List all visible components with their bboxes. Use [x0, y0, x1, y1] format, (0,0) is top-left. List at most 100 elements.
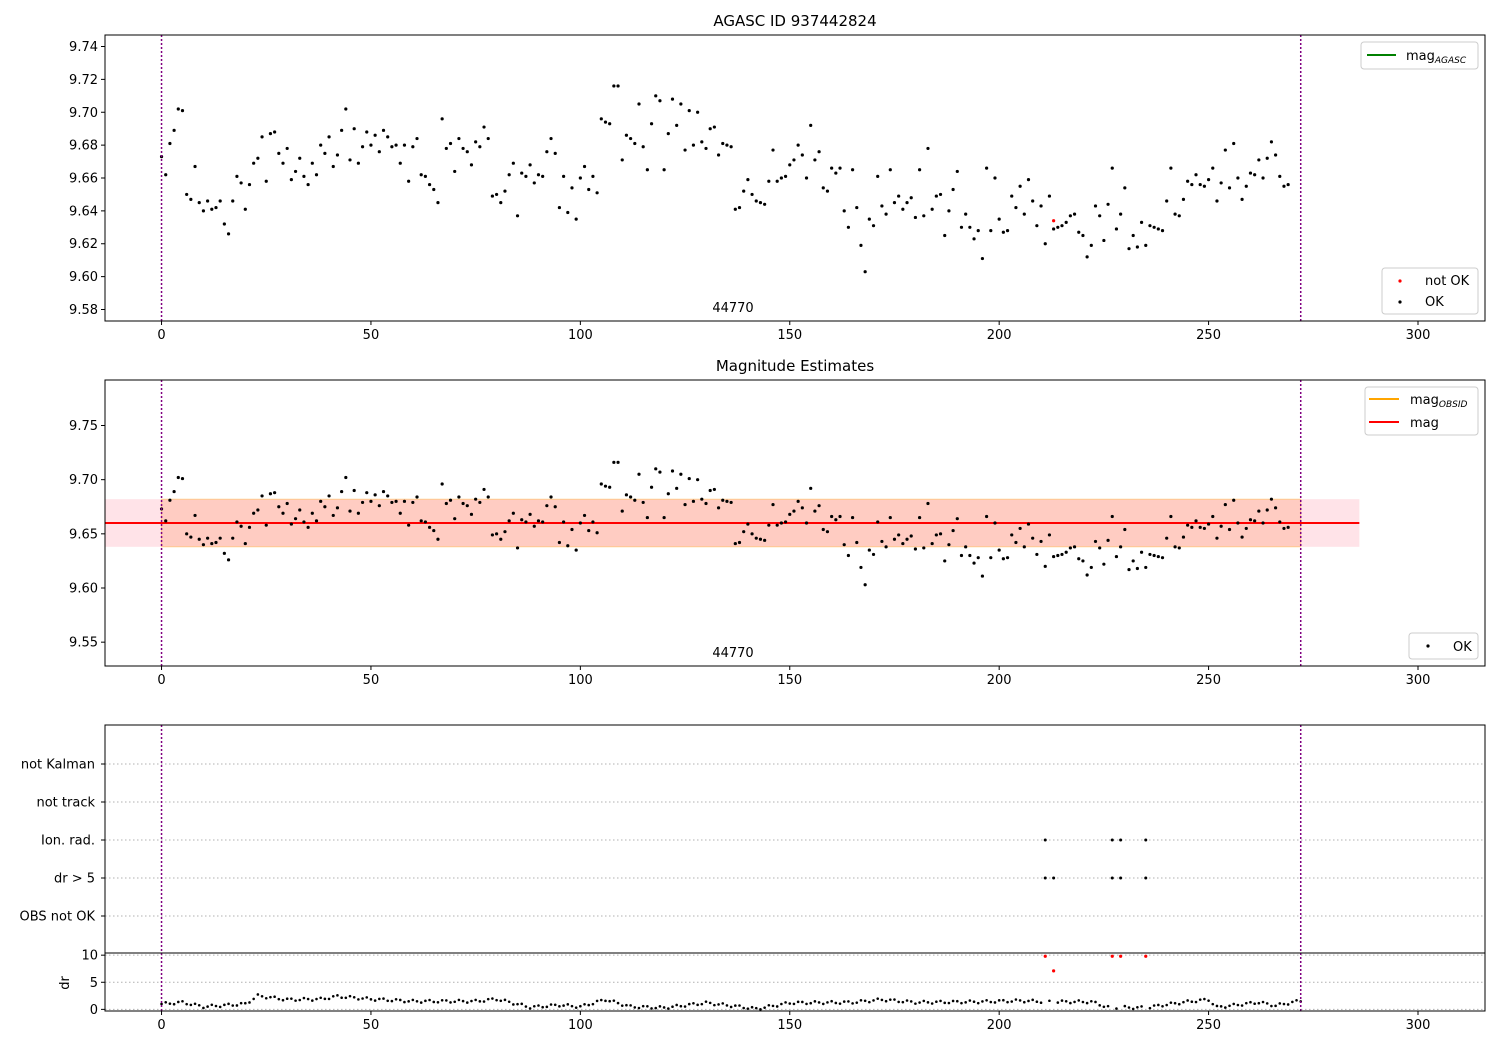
ok-point — [524, 520, 528, 524]
ok-point — [821, 186, 825, 190]
ok-point — [616, 84, 620, 88]
ok-point — [783, 520, 788, 524]
ok-point — [302, 174, 306, 178]
ok-point — [482, 487, 486, 492]
ok-point — [976, 556, 980, 560]
dr-point — [771, 1004, 775, 1008]
ok-point — [331, 513, 335, 518]
dr-point — [880, 998, 884, 1002]
dr-point — [1131, 1007, 1135, 1011]
ok-point — [570, 527, 574, 532]
dr-point — [1031, 998, 1034, 1002]
ok-point — [1022, 212, 1026, 216]
dr-point — [604, 999, 607, 1003]
flag-category-label: not track — [36, 796, 95, 811]
ok-point — [273, 130, 277, 134]
svg-text:magOBSID: magOBSID — [1410, 393, 1468, 410]
dr-point — [558, 1005, 561, 1008]
ok-point — [394, 499, 398, 503]
ok-point — [603, 120, 608, 124]
ok-point — [1098, 214, 1102, 218]
ok-point — [327, 135, 331, 139]
dr-point — [784, 1001, 787, 1004]
ok-point — [1005, 228, 1010, 233]
ok-point — [310, 511, 314, 515]
dr-point — [608, 999, 611, 1003]
ok-point — [411, 500, 415, 505]
ok-point — [691, 143, 696, 147]
dr-point — [985, 998, 988, 1002]
dr-point — [1265, 1002, 1269, 1005]
dr-point — [311, 999, 314, 1002]
dr-point — [1249, 1000, 1252, 1004]
ok-point — [716, 506, 721, 510]
ok-point — [662, 168, 666, 172]
x-tick-label: 0 — [157, 673, 165, 688]
legend-mag-obsid-sub: OBSID — [1439, 400, 1468, 410]
ok-point — [884, 212, 888, 216]
dr-point — [218, 1005, 222, 1009]
dr-point — [365, 996, 369, 999]
ok-point — [306, 525, 310, 529]
ok-point — [319, 143, 323, 147]
ok-point — [1001, 557, 1005, 561]
ok-point — [172, 128, 176, 132]
ok-point — [1026, 178, 1031, 182]
flag-category-label: dr > 5 — [54, 872, 95, 887]
ok-point — [947, 209, 951, 213]
ok-point — [469, 163, 474, 167]
ok-point — [700, 140, 704, 144]
ok-point — [1047, 194, 1052, 198]
dr-point — [1060, 999, 1064, 1002]
dr-point — [821, 1002, 825, 1006]
ok-point — [779, 176, 783, 180]
y-tick-label: 9.70 — [69, 106, 98, 121]
ok-point — [365, 491, 369, 495]
dr-axis-label: dr — [58, 976, 73, 990]
ok-point — [1031, 199, 1035, 203]
dr-point — [415, 999, 419, 1003]
ok-point — [1160, 556, 1165, 560]
ok-point — [281, 161, 285, 165]
dr-point — [1140, 1005, 1143, 1008]
ok-point — [800, 506, 804, 510]
dr-point — [1224, 1006, 1227, 1009]
ok-point — [494, 192, 499, 197]
ok-point — [419, 173, 423, 177]
ok-point — [189, 197, 193, 201]
ok-point — [176, 107, 180, 111]
dr-point — [876, 997, 880, 1000]
ok-point — [649, 485, 654, 489]
ok-point — [201, 543, 206, 547]
dr-point — [1211, 1002, 1215, 1006]
dr-point — [1207, 999, 1210, 1002]
dr-point — [671, 1005, 674, 1008]
x-axis: 0 50 100 150 200 250 300 — [157, 1011, 1430, 1033]
ok-point — [892, 201, 897, 205]
ok-point — [1223, 148, 1227, 152]
ok-point — [511, 161, 515, 165]
x-tick-label: 50 — [363, 1018, 380, 1033]
ok-point — [218, 199, 222, 203]
ok-point — [386, 135, 390, 139]
ok-point — [1123, 186, 1127, 190]
dr-point — [968, 999, 972, 1002]
plot-frame — [104, 724, 1486, 1012]
ok-point — [486, 136, 490, 141]
ok-point — [348, 158, 352, 162]
dr-point — [369, 998, 373, 1001]
ok-point — [779, 521, 783, 525]
ok-point — [1169, 514, 1173, 519]
ok-point — [503, 530, 507, 534]
ok-point — [168, 498, 172, 502]
ok-point — [164, 173, 168, 177]
ok-point — [1169, 166, 1173, 170]
ok-point — [461, 146, 465, 151]
dr-point — [1261, 1000, 1265, 1004]
dr-point — [327, 997, 331, 1001]
x-tick-label: 50 — [363, 328, 380, 343]
ok-point — [897, 533, 901, 537]
dr-point — [729, 1005, 733, 1009]
ok-point — [1047, 533, 1052, 537]
ok-point — [365, 130, 369, 134]
